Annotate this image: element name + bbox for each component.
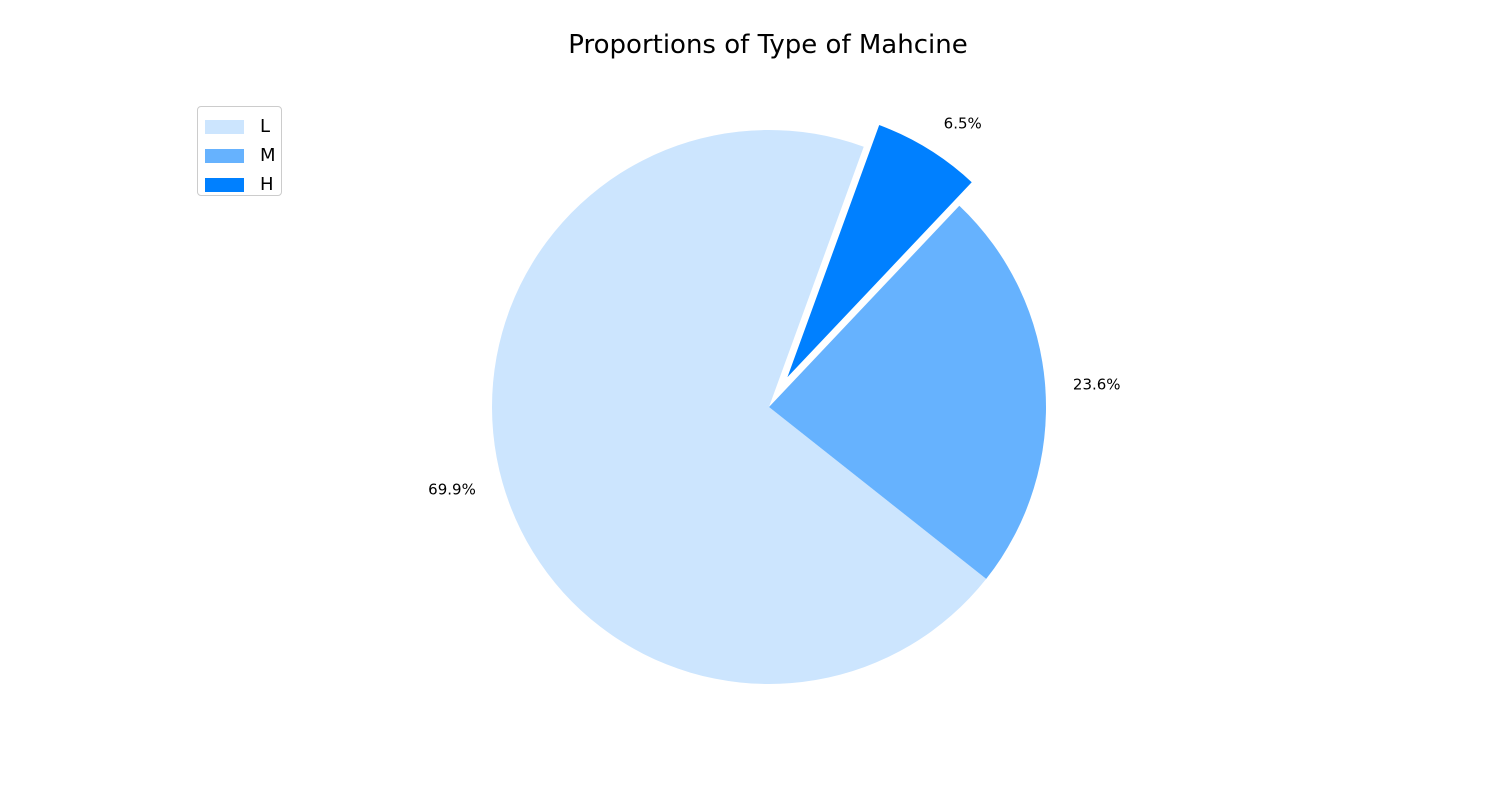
slice-label-h: 6.5% bbox=[944, 115, 982, 133]
pie-slice-m bbox=[769, 205, 1046, 579]
legend-label-l: L bbox=[260, 116, 271, 137]
slice-label-m: 23.6% bbox=[1073, 376, 1121, 394]
slice-label-l: 69.9% bbox=[428, 481, 476, 499]
legend-label-m: M bbox=[260, 145, 276, 166]
pie-slice-h bbox=[782, 121, 976, 385]
legend-item-l: L bbox=[198, 112, 281, 141]
legend-swatch-l bbox=[205, 119, 244, 134]
chart-title: Proportions of Type of Mahcine bbox=[568, 30, 968, 60]
legend-swatch-h bbox=[205, 177, 244, 192]
pie-slice-l bbox=[492, 130, 987, 685]
legend-item-h: H bbox=[198, 170, 281, 199]
legend: L M H bbox=[197, 106, 282, 196]
legend-item-m: M bbox=[198, 141, 281, 170]
legend-label-h: H bbox=[260, 174, 274, 195]
legend-swatch-m bbox=[205, 148, 244, 163]
